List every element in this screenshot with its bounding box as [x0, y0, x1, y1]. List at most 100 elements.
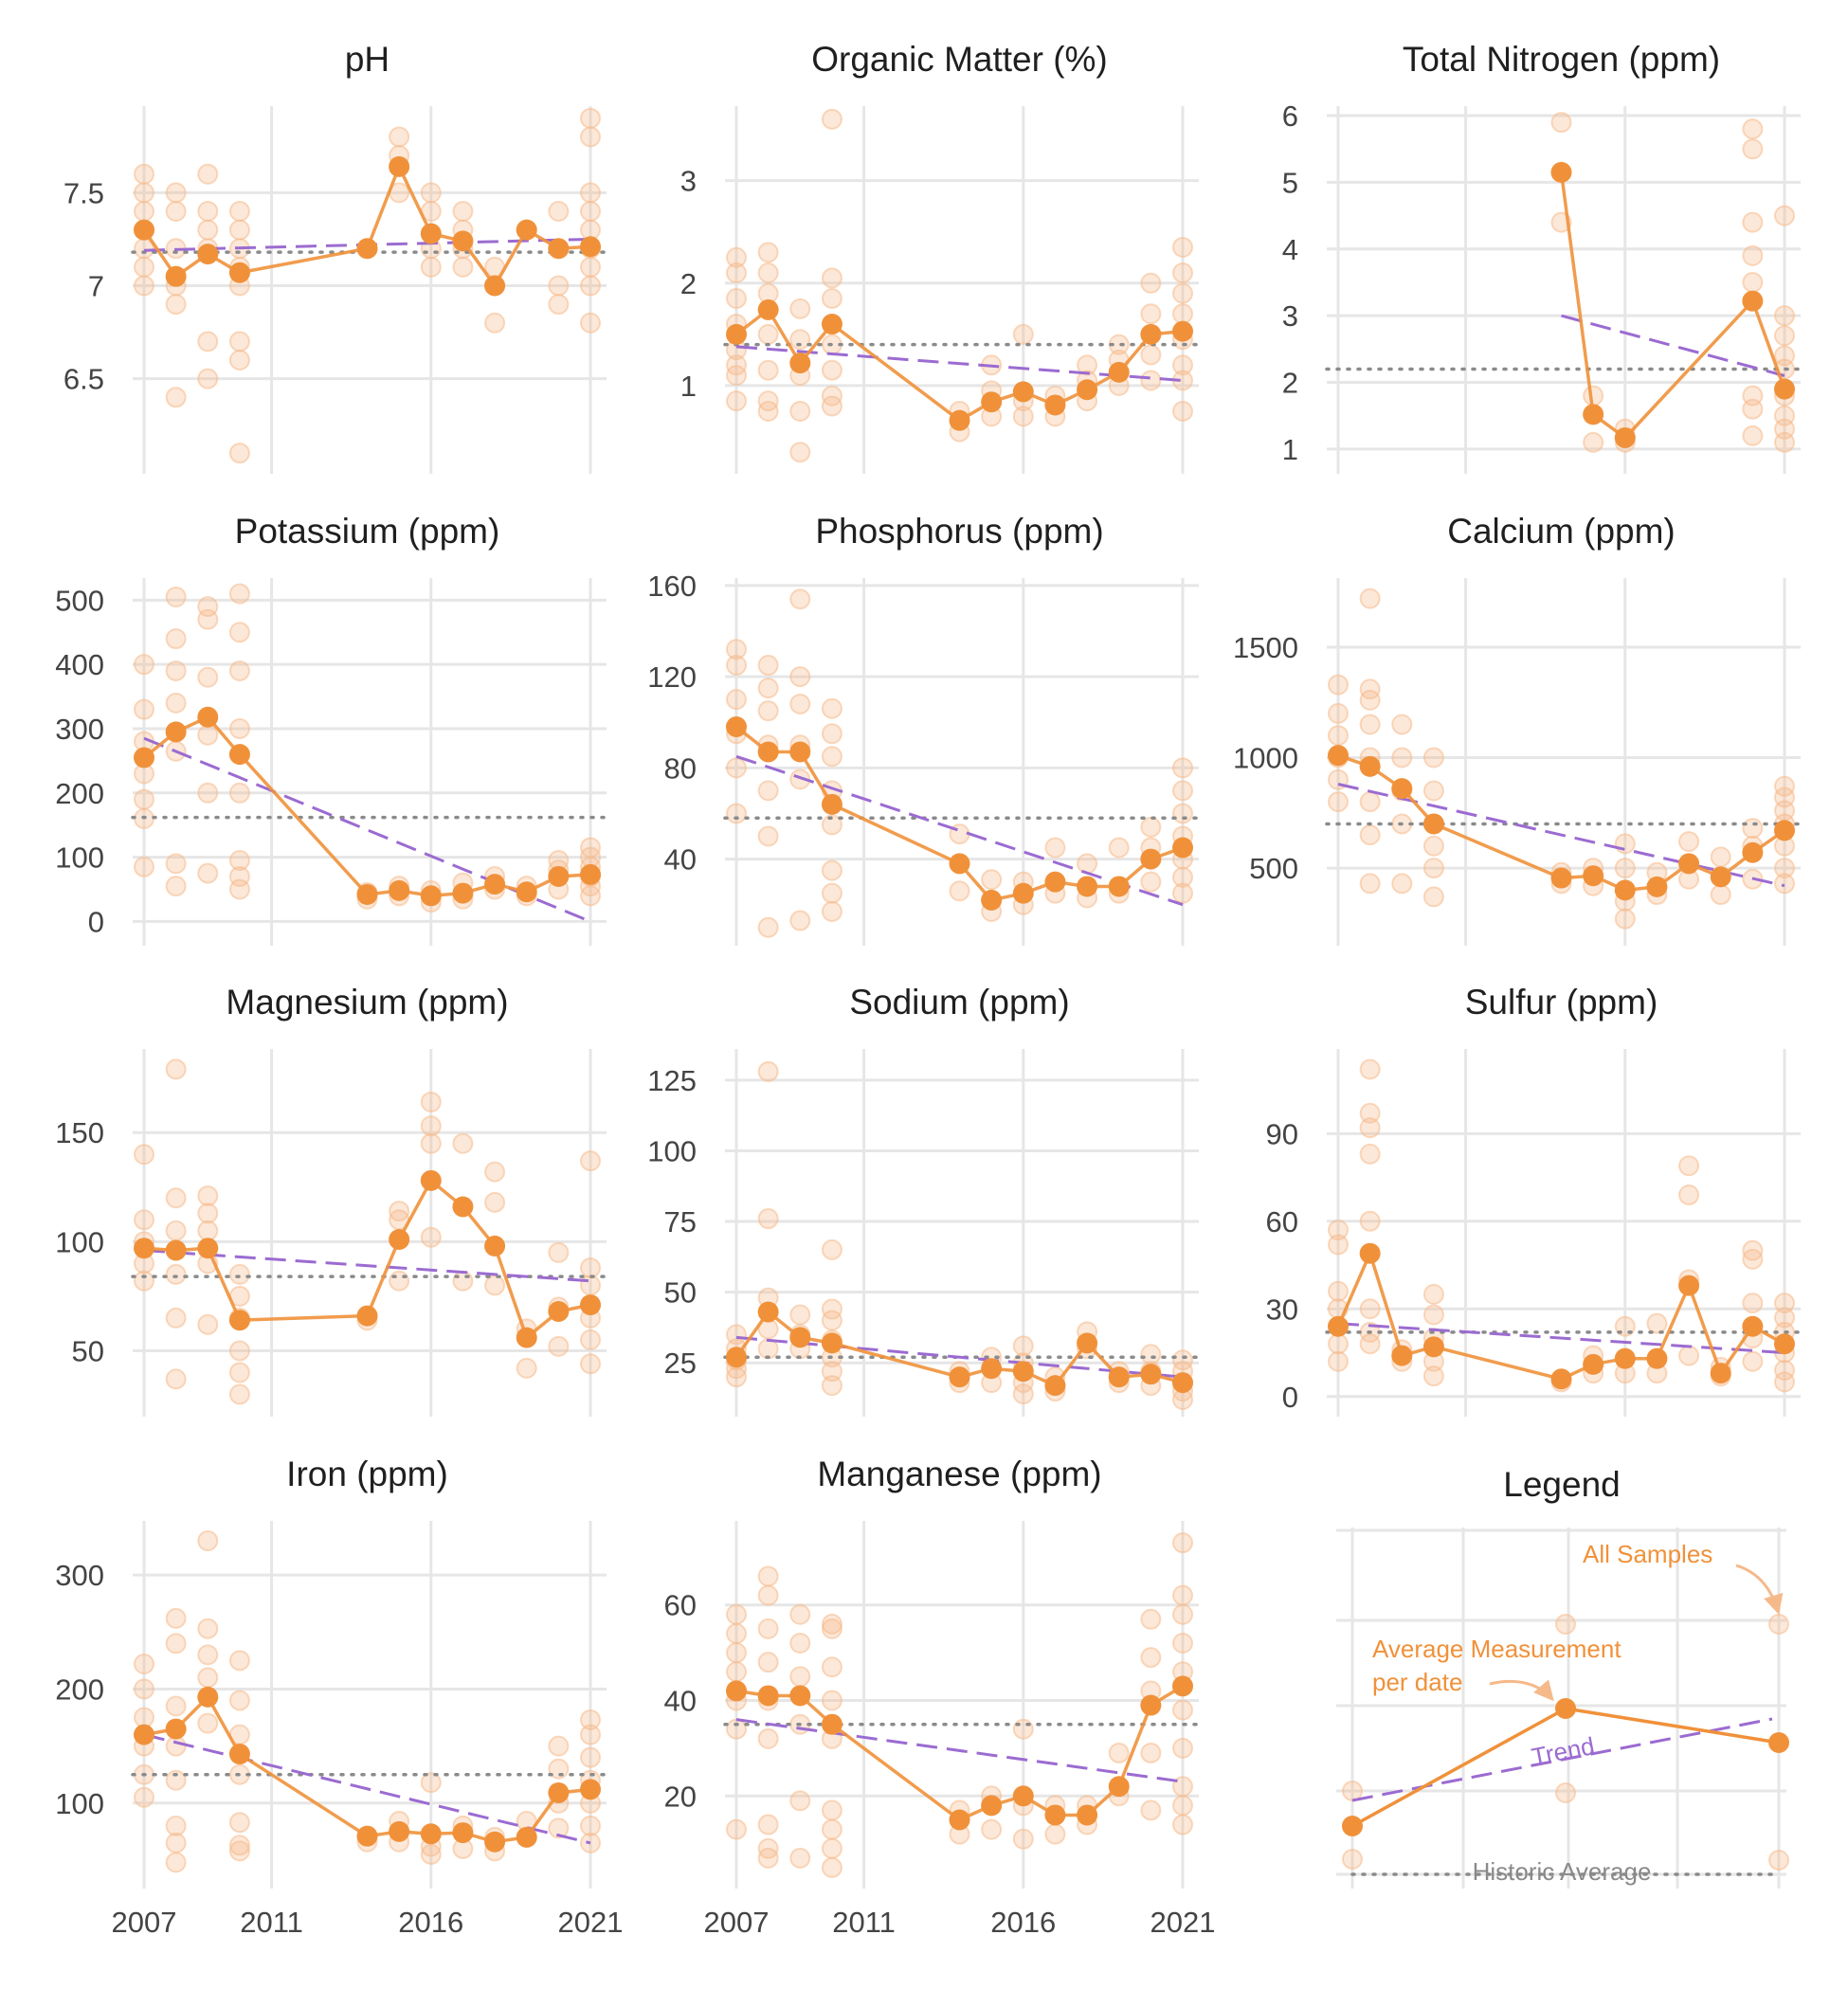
sample-point — [1742, 1350, 1764, 1372]
sample-point — [726, 689, 747, 711]
trend-line — [143, 1733, 591, 1845]
sample-point — [165, 182, 187, 204]
sample-point — [1422, 858, 1444, 879]
average-point — [789, 741, 811, 763]
sample-point — [420, 1091, 442, 1112]
panel-phosphorus-ppm: Phosphorus (ppm) 40 80 120 160 — [647, 512, 1201, 946]
legend-sample-point — [1768, 1850, 1789, 1871]
average-point — [1077, 379, 1098, 401]
sample-point — [1742, 385, 1764, 407]
sample-point — [1328, 1234, 1349, 1256]
sample-point — [1140, 816, 1162, 838]
sample-point — [1359, 1143, 1381, 1165]
legend-panel: Legend All Samples Average Measurement p… — [1336, 1465, 1789, 1889]
sample-point — [228, 1263, 250, 1285]
average-point — [516, 219, 537, 241]
sample-point — [1012, 1335, 1034, 1357]
sample-point — [821, 746, 842, 768]
average-point — [1583, 404, 1604, 425]
sample-point — [548, 200, 570, 222]
average-point — [1140, 1694, 1162, 1716]
x-tick-label: 2016 — [990, 1906, 1056, 1939]
average-point — [356, 1305, 378, 1327]
sample-point — [1140, 370, 1162, 391]
sample-point — [134, 1653, 154, 1674]
sample-point — [821, 1310, 842, 1331]
average-point — [757, 741, 779, 763]
sample-point — [197, 368, 219, 389]
average-point — [228, 262, 250, 283]
panel-title: Potassium (ppm) — [235, 512, 500, 551]
sample-point — [1359, 1102, 1381, 1124]
y-tick-label: 75 — [664, 1205, 697, 1239]
average-point — [757, 1685, 779, 1707]
sample-point — [1012, 1718, 1034, 1740]
average-point — [134, 1724, 154, 1745]
y-tick-label: 40 — [664, 1685, 697, 1718]
sample-point — [228, 1650, 250, 1672]
average-point — [1012, 1361, 1034, 1383]
average-point — [1678, 853, 1700, 875]
average-point — [548, 238, 570, 260]
sample-point — [228, 622, 250, 643]
x-tick-label: 2011 — [832, 1906, 896, 1939]
sample-point — [228, 1840, 250, 1862]
sample-point — [165, 1187, 187, 1209]
sample-point — [452, 1270, 474, 1292]
sample-point — [1140, 871, 1162, 893]
sample-point — [580, 1329, 601, 1350]
sample-point — [580, 1815, 601, 1836]
sample-point — [165, 853, 187, 875]
trend-line — [735, 1335, 1184, 1379]
sample-point — [789, 1847, 811, 1869]
panel-title: Sodium (ppm) — [849, 983, 1069, 1022]
sample-point — [484, 1275, 506, 1296]
sample-point — [1140, 1742, 1162, 1763]
sample-point — [1172, 1584, 1193, 1606]
sample-point — [580, 312, 601, 334]
average-point — [1422, 1336, 1444, 1358]
y-tick-label: 4 — [1282, 233, 1298, 266]
sample-point — [165, 1735, 187, 1757]
sample-point — [420, 1132, 442, 1154]
y-tick-label: 200 — [55, 1673, 104, 1706]
sample-point — [1774, 345, 1795, 367]
legend-samples-arrow — [1735, 1564, 1784, 1616]
sample-point — [228, 1812, 250, 1834]
sample-point — [821, 1298, 842, 1320]
average-point — [1172, 1372, 1193, 1394]
sample-point — [1172, 1776, 1193, 1798]
average-point — [452, 1822, 474, 1844]
y-tick-label: 80 — [664, 751, 697, 785]
legend-average-point — [1555, 1698, 1576, 1719]
sample-point — [821, 1856, 842, 1878]
average-point — [452, 230, 474, 252]
sample-point — [1328, 1333, 1349, 1355]
y-tick-label: 1000 — [1233, 742, 1298, 775]
y-tick-label: 0 — [1282, 1381, 1298, 1414]
sample-point — [165, 1058, 187, 1080]
sample-point — [134, 1209, 154, 1231]
sample-point — [1359, 1298, 1381, 1320]
sample-point — [1678, 831, 1700, 853]
average-point — [580, 863, 601, 885]
average-point — [356, 1825, 378, 1847]
average-point — [1678, 1275, 1700, 1296]
legend-average-label-line2: per date — [1372, 1668, 1462, 1696]
sample-point — [1328, 791, 1349, 813]
y-tick-label: 100 — [647, 1134, 697, 1167]
sample-point — [420, 256, 442, 278]
panel-title: Phosphorus (ppm) — [815, 512, 1103, 551]
sample-point — [580, 1275, 601, 1296]
sample-point — [228, 219, 250, 241]
sample-point — [228, 1835, 250, 1856]
sample-point — [726, 288, 747, 310]
average-point — [228, 1310, 250, 1331]
sample-point — [165, 1769, 187, 1791]
sample-point — [1172, 1633, 1193, 1654]
average-point — [1710, 866, 1731, 888]
y-tick-label: 60 — [1266, 1205, 1298, 1239]
average-point — [1774, 378, 1795, 400]
sample-point — [1077, 853, 1098, 875]
sample-point — [548, 275, 570, 297]
